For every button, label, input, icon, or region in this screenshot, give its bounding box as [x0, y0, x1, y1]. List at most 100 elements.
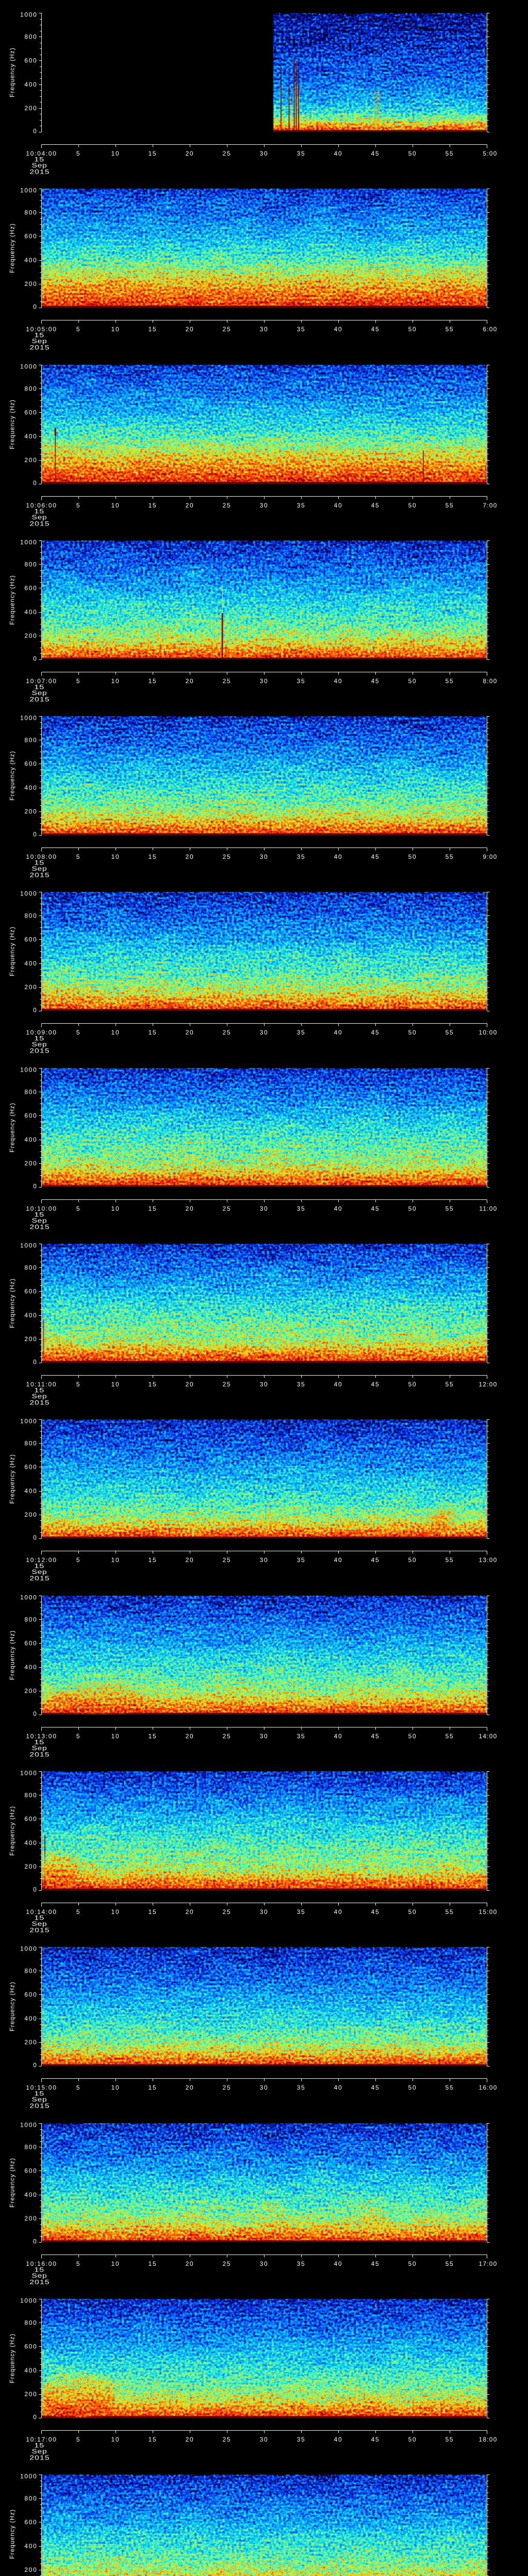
svg-text:0: 0 — [33, 303, 37, 311]
svg-text:15: 15 — [148, 1556, 157, 1564]
svg-text:35: 35 — [297, 2436, 306, 2443]
svg-text:15: 15 — [148, 2260, 157, 2267]
svg-text:15: 15 — [34, 1563, 44, 1570]
svg-text:400: 400 — [24, 2543, 37, 2550]
svg-text:600: 600 — [24, 1640, 37, 1647]
svg-text:10: 10 — [111, 853, 120, 860]
svg-text:1000: 1000 — [20, 890, 38, 897]
svg-text:5: 5 — [76, 1205, 80, 1212]
svg-text:2015: 2015 — [29, 871, 50, 878]
svg-text:25: 25 — [223, 502, 232, 509]
svg-text:400: 400 — [24, 1136, 37, 1143]
svg-text:0: 0 — [33, 480, 37, 487]
svg-text:5: 5 — [76, 150, 80, 157]
svg-text:55: 55 — [446, 677, 454, 685]
svg-text:35: 35 — [297, 1908, 306, 1916]
svg-text:18:00: 18:00 — [478, 2436, 497, 2443]
svg-text:800: 800 — [24, 912, 37, 919]
svg-text:50: 50 — [408, 1205, 417, 1212]
svg-text:15: 15 — [148, 853, 157, 860]
svg-text:600: 600 — [24, 1464, 37, 1471]
svg-text:10:13:00: 10:13:00 — [26, 1733, 57, 1740]
svg-text:50: 50 — [408, 502, 417, 509]
svg-text:0: 0 — [33, 655, 37, 663]
svg-text:0: 0 — [33, 2238, 37, 2245]
svg-text:20: 20 — [186, 326, 194, 333]
svg-text:15: 15 — [34, 860, 44, 867]
svg-text:30: 30 — [260, 150, 269, 157]
svg-text:15: 15 — [148, 1733, 157, 1740]
svg-text:10:17:00: 10:17:00 — [26, 2436, 57, 2443]
svg-text:600: 600 — [24, 2519, 37, 2526]
svg-text:55: 55 — [446, 326, 454, 333]
svg-text:45: 45 — [371, 1029, 380, 1036]
svg-text:15: 15 — [148, 150, 157, 157]
svg-text:800: 800 — [24, 1439, 37, 1447]
svg-text:800: 800 — [24, 736, 37, 743]
svg-text:10: 10 — [111, 2260, 120, 2267]
svg-text:1000: 1000 — [20, 2122, 38, 2129]
svg-text:1000: 1000 — [20, 11, 38, 19]
svg-text:5: 5 — [76, 1908, 80, 1916]
svg-text:50: 50 — [408, 150, 417, 157]
svg-text:30: 30 — [260, 2084, 269, 2091]
svg-text:600: 600 — [24, 1288, 37, 1295]
svg-text:45: 45 — [371, 677, 380, 685]
svg-text:5: 5 — [76, 2084, 80, 2091]
svg-text:11:00: 11:00 — [479, 1205, 497, 1212]
svg-text:35: 35 — [297, 150, 306, 157]
svg-text:0: 0 — [33, 2062, 37, 2069]
svg-text:25: 25 — [223, 1556, 232, 1564]
svg-text:10:05:00: 10:05:00 — [26, 326, 57, 333]
svg-text:200: 200 — [24, 1863, 37, 1870]
svg-text:Sep: Sep — [31, 1568, 47, 1575]
svg-text:5:00: 5:00 — [483, 150, 497, 157]
svg-text:10: 10 — [111, 1381, 120, 1388]
svg-text:45: 45 — [371, 326, 380, 333]
svg-text:45: 45 — [371, 2436, 380, 2443]
svg-text:40: 40 — [334, 2084, 343, 2091]
svg-text:2015: 2015 — [29, 344, 50, 351]
svg-text:400: 400 — [24, 2367, 37, 2374]
svg-text:400: 400 — [24, 1839, 37, 1846]
svg-text:8:00: 8:00 — [483, 677, 497, 685]
svg-text:Sep: Sep — [31, 1393, 47, 1400]
svg-text:30: 30 — [260, 326, 269, 333]
svg-text:15: 15 — [148, 1029, 157, 1036]
svg-text:1000: 1000 — [20, 1945, 38, 1953]
svg-text:600: 600 — [24, 2167, 37, 2175]
svg-text:200: 200 — [24, 1335, 37, 1343]
svg-text:25: 25 — [223, 1733, 232, 1740]
svg-text:20: 20 — [186, 1908, 194, 1916]
svg-text:20: 20 — [186, 677, 194, 685]
svg-text:15: 15 — [148, 1381, 157, 1388]
svg-text:30: 30 — [260, 1029, 269, 1036]
svg-text:30: 30 — [260, 1556, 269, 1564]
svg-text:Frequency (Hz): Frequency (Hz) — [9, 399, 16, 449]
svg-text:2015: 2015 — [29, 168, 50, 175]
svg-text:2015: 2015 — [29, 1399, 50, 1406]
svg-text:Frequency (Hz): Frequency (Hz) — [9, 1278, 16, 1328]
svg-text:50: 50 — [408, 326, 417, 333]
svg-text:0: 0 — [33, 128, 37, 135]
svg-text:200: 200 — [24, 2215, 37, 2222]
svg-text:800: 800 — [24, 1088, 37, 1095]
svg-text:800: 800 — [24, 2143, 37, 2150]
svg-text:200: 200 — [24, 984, 37, 991]
svg-text:40: 40 — [334, 1733, 343, 1740]
svg-text:400: 400 — [24, 784, 37, 791]
svg-text:20: 20 — [186, 1733, 194, 1740]
svg-text:Sep: Sep — [31, 2096, 47, 2103]
svg-text:10: 10 — [111, 502, 120, 509]
svg-text:40: 40 — [334, 502, 343, 509]
svg-text:15: 15 — [148, 1205, 157, 1212]
svg-text:Frequency (Hz): Frequency (Hz) — [9, 1103, 16, 1153]
svg-text:55: 55 — [446, 2260, 454, 2267]
svg-text:50: 50 — [408, 677, 417, 685]
svg-text:15:00: 15:00 — [478, 1908, 497, 1916]
svg-text:2015: 2015 — [29, 520, 50, 527]
svg-text:15: 15 — [148, 677, 157, 685]
svg-text:40: 40 — [334, 1381, 343, 1388]
svg-text:55: 55 — [446, 1733, 454, 1740]
svg-text:800: 800 — [24, 2319, 37, 2326]
